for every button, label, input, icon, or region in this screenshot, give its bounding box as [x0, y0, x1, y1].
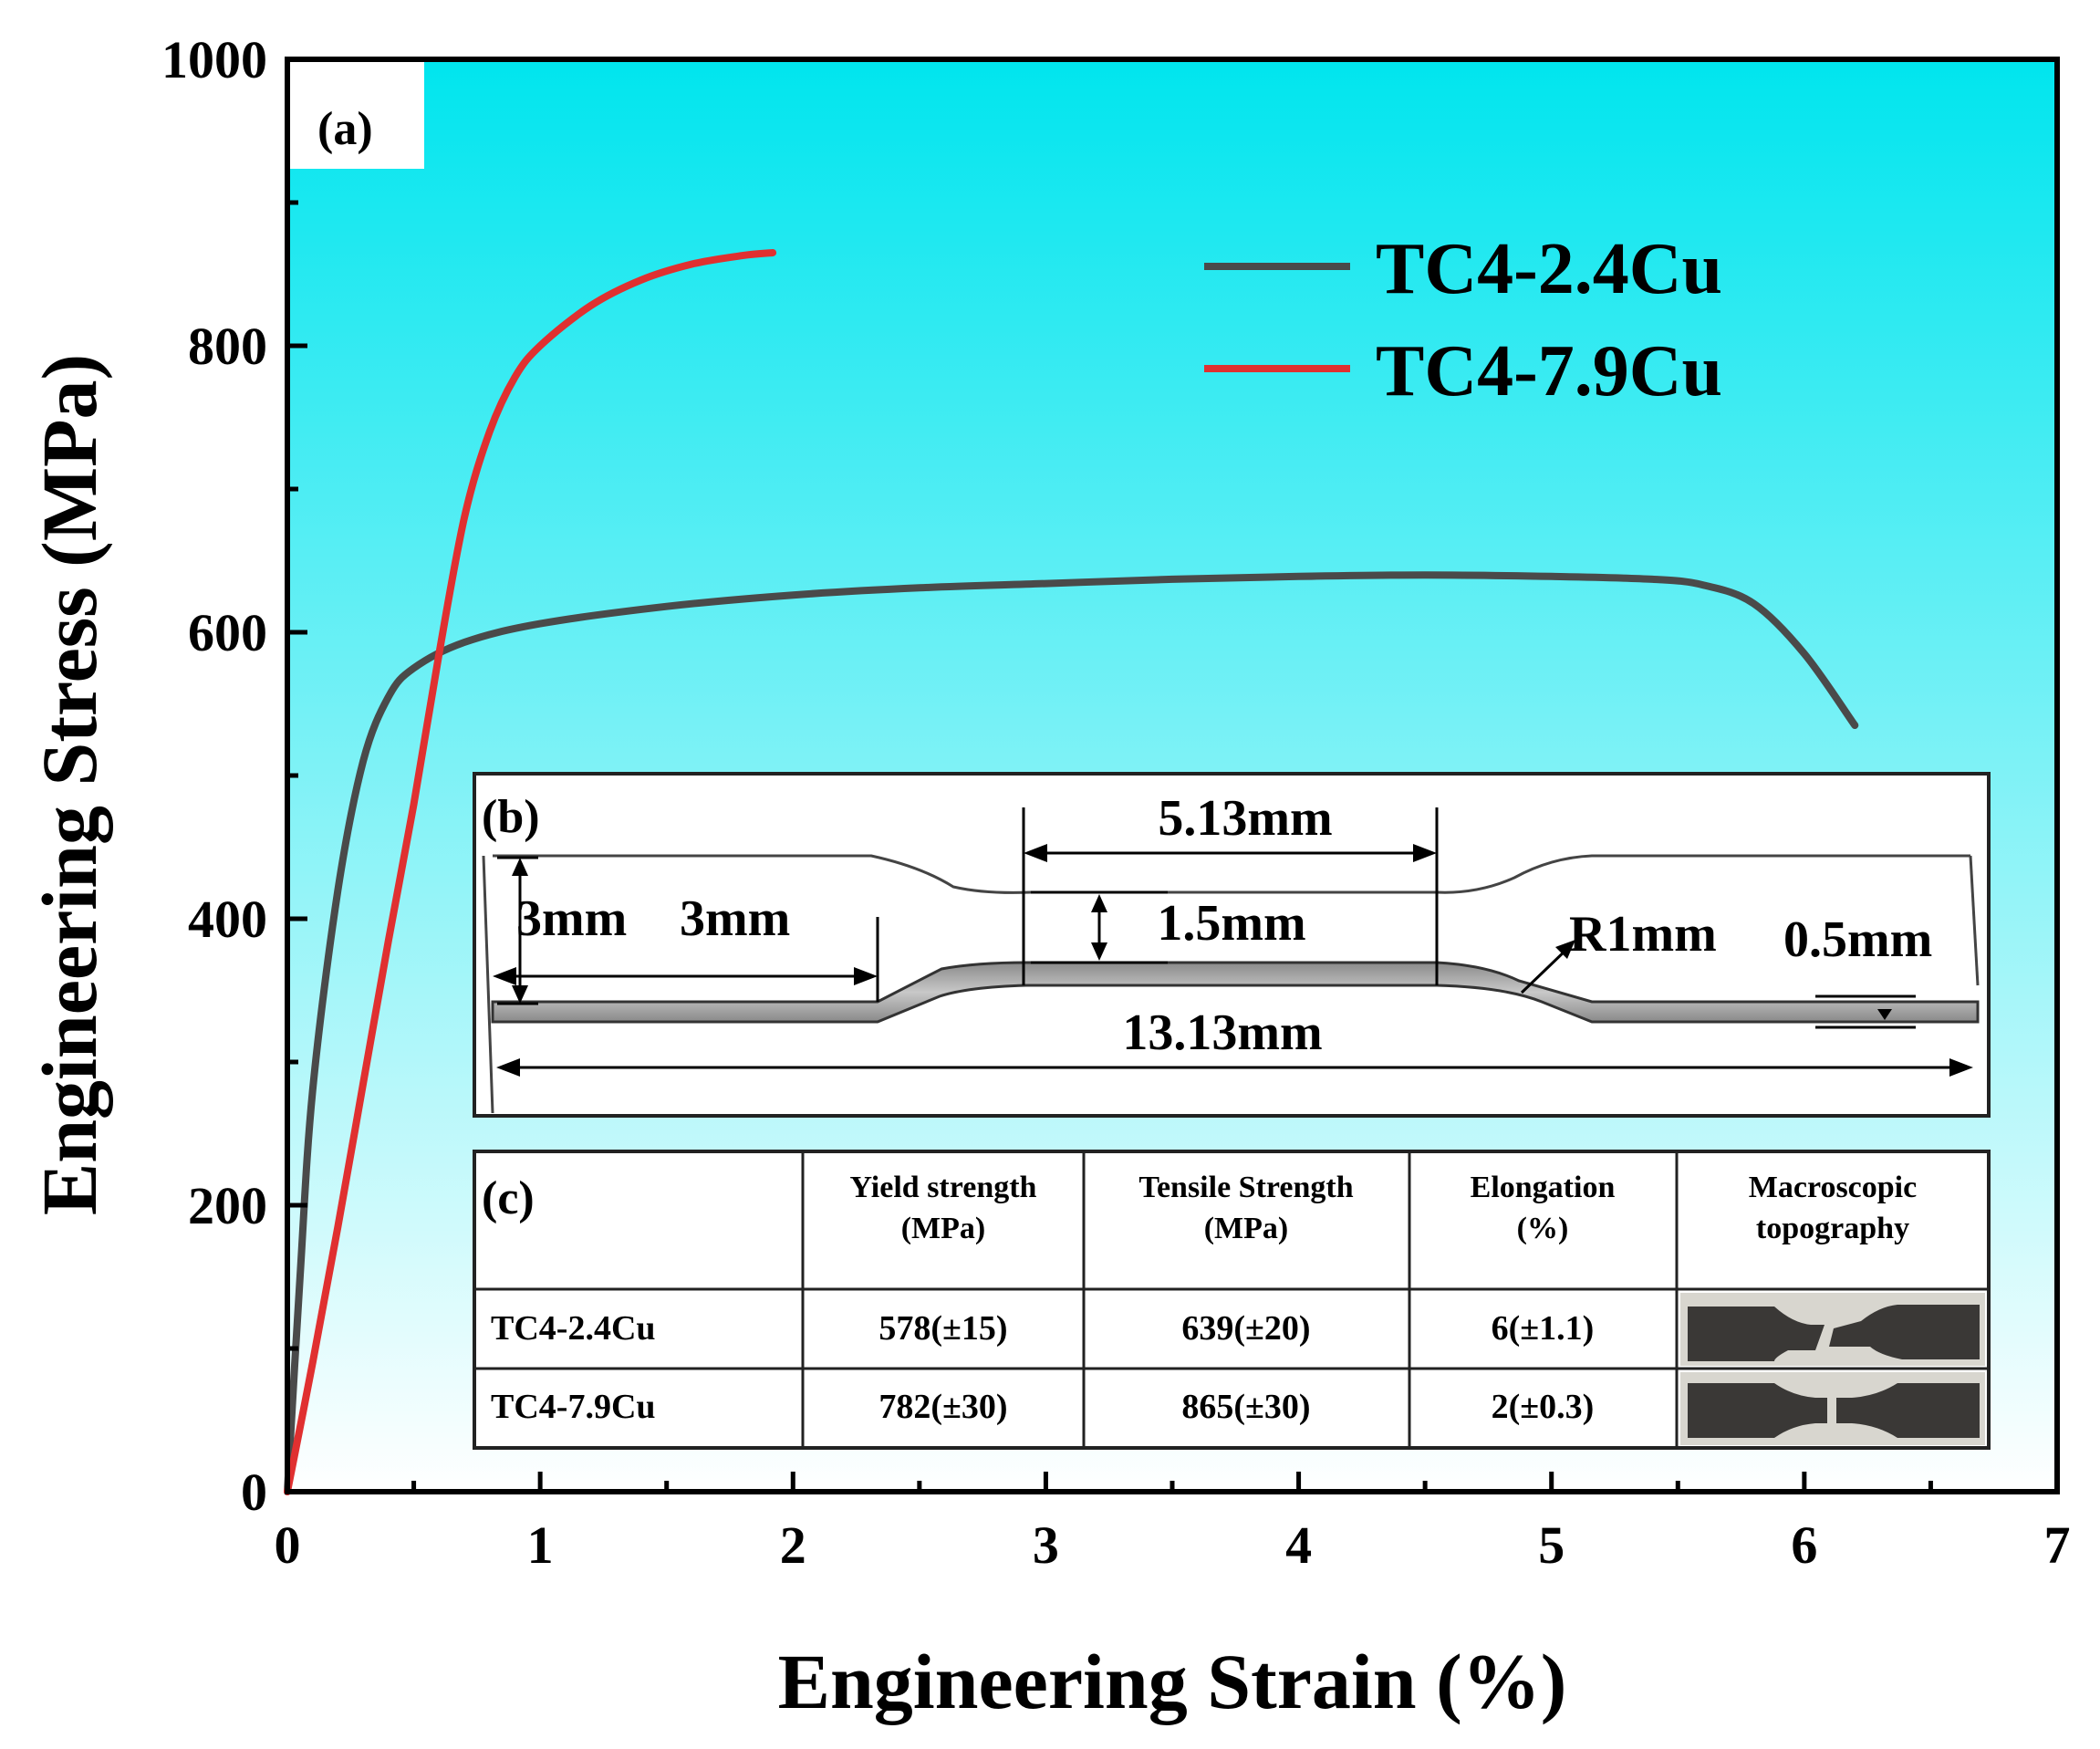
table-header-yield-unit: (MPa) [901, 1212, 986, 1245]
dim-grip-height-arrowhead-top [512, 858, 528, 876]
tick-layer: 0 1 2 3 4 5 6 7 0 200 400 600 800 1000 [161, 30, 2071, 1575]
dim-gauge-arrowhead-right [1413, 844, 1437, 862]
inset-c-results-table: (c) Yield strength (MPa) Tensile Strengt… [473, 1150, 1991, 1450]
x-tick-label: 5 [1538, 1515, 1565, 1575]
x-tick-label: 6 [1791, 1515, 1817, 1575]
inset-b-frame [473, 772, 1991, 1118]
fracture-photo-tc4-2.4cu [1680, 1293, 1985, 1366]
specimen-left-edge [482, 855, 494, 1114]
dim-overall-arrowhead-left [496, 1058, 520, 1077]
dim-gauge-arrowhead-left [1024, 844, 1047, 862]
y-tick-label: 200 [188, 1176, 267, 1235]
dim-gauge-length: 5.13mm [1158, 790, 1332, 847]
table-cell-yield: 782(±30) [878, 1388, 1007, 1426]
series-line-tc4-2.4cu [284, 571, 1859, 1495]
dim-radius-arrowhead [1555, 940, 1575, 959]
inset-c-label: (c) [482, 1172, 535, 1224]
inset-b-label: (b) [482, 791, 540, 843]
dim-radius-leader [1520, 945, 1571, 994]
specimen-right-edge [1969, 855, 1980, 986]
dim-grip-length-arrowhead-right [854, 967, 878, 985]
series-line-tc4-7.9cu [284, 249, 777, 1495]
x-tick-label: 3 [1033, 1515, 1059, 1575]
x-tick-label: 2 [780, 1515, 806, 1575]
specimen-side-view [491, 961, 1980, 1024]
dim-thickness-arrowhead [1877, 1009, 1892, 1020]
dim-height-arrowhead-bottom [1091, 942, 1107, 961]
dim-thickness: 0.5mm [1783, 911, 1932, 968]
panel-a-label-box [287, 59, 424, 169]
table-header-elongation: Elongation [1471, 1171, 1616, 1204]
x-axis-title: Engineering Strain (%) [778, 1638, 1567, 1725]
legend: TC4-2.4Cu TC4-7.9Cu [1204, 229, 1722, 411]
table-header-tensile-unit: (MPa) [1204, 1212, 1289, 1245]
dim-overall-arrowhead-right [1949, 1058, 1973, 1077]
x-tick-label: 7 [2044, 1515, 2071, 1575]
table-cell-name: TC4-2.4Cu [491, 1309, 656, 1348]
table-cell-elongation: 6(±1.1) [1492, 1309, 1595, 1348]
legend-label-tc4-7.9cu: TC4-7.9Cu [1376, 331, 1722, 411]
y-axis-title: Engineering Stress (MPa) [26, 354, 113, 1215]
dim-gauge-height: 1.5mm [1157, 895, 1305, 952]
legend-label-tc4-2.4cu: TC4-2.4Cu [1376, 229, 1722, 309]
y-tick-label: 600 [188, 603, 267, 662]
table-cell-elongation: 2(±0.3) [1492, 1388, 1595, 1426]
panel-a-label: (a) [317, 103, 373, 155]
x-tick-label: 0 [275, 1515, 301, 1575]
table-header-topography-2: topography [1756, 1212, 1909, 1245]
table-header-elongation-unit: (%) [1517, 1212, 1569, 1245]
dim-grip-height: 3mm [516, 890, 627, 947]
dim-height-arrowhead-top [1091, 894, 1107, 912]
x-tick-label: 4 [1285, 1515, 1312, 1575]
dim-grip-length: 3mm [680, 890, 790, 947]
table-cell-yield: 578(±15) [878, 1309, 1007, 1348]
y-tick-label: 400 [188, 890, 267, 949]
series-layer [284, 249, 1859, 1495]
x-tick-label: 1 [527, 1515, 554, 1575]
y-tick-label: 800 [188, 317, 267, 376]
table-cell-name: TC4-7.9Cu [491, 1388, 656, 1426]
dim-grip-length-arrowhead-left [493, 967, 516, 985]
table-header-yield: Yield strength [850, 1171, 1037, 1204]
y-tick-label: 1000 [161, 30, 267, 89]
y-tick-label: 0 [241, 1463, 267, 1522]
table-cell-tensile: 639(±20) [1181, 1309, 1310, 1348]
specimen-top-outline [493, 854, 1970, 894]
dim-overall-length: 13.13mm [1122, 1005, 1322, 1061]
table-cell-tensile: 865(±30) [1181, 1388, 1310, 1426]
dim-radius: R1mm [1569, 906, 1717, 963]
table-header-tensile: Tensile Strength [1138, 1171, 1353, 1204]
inset-b-specimen-drawing: (b) 5.13mm 1.5mm 3mm 3mm [473, 772, 1991, 1118]
table-header-topography: Macroscopic [1749, 1171, 1917, 1204]
dim-grip-height-arrowhead-bottom [512, 985, 528, 1004]
fracture-photo-tc4-7.9cu [1680, 1372, 1985, 1445]
